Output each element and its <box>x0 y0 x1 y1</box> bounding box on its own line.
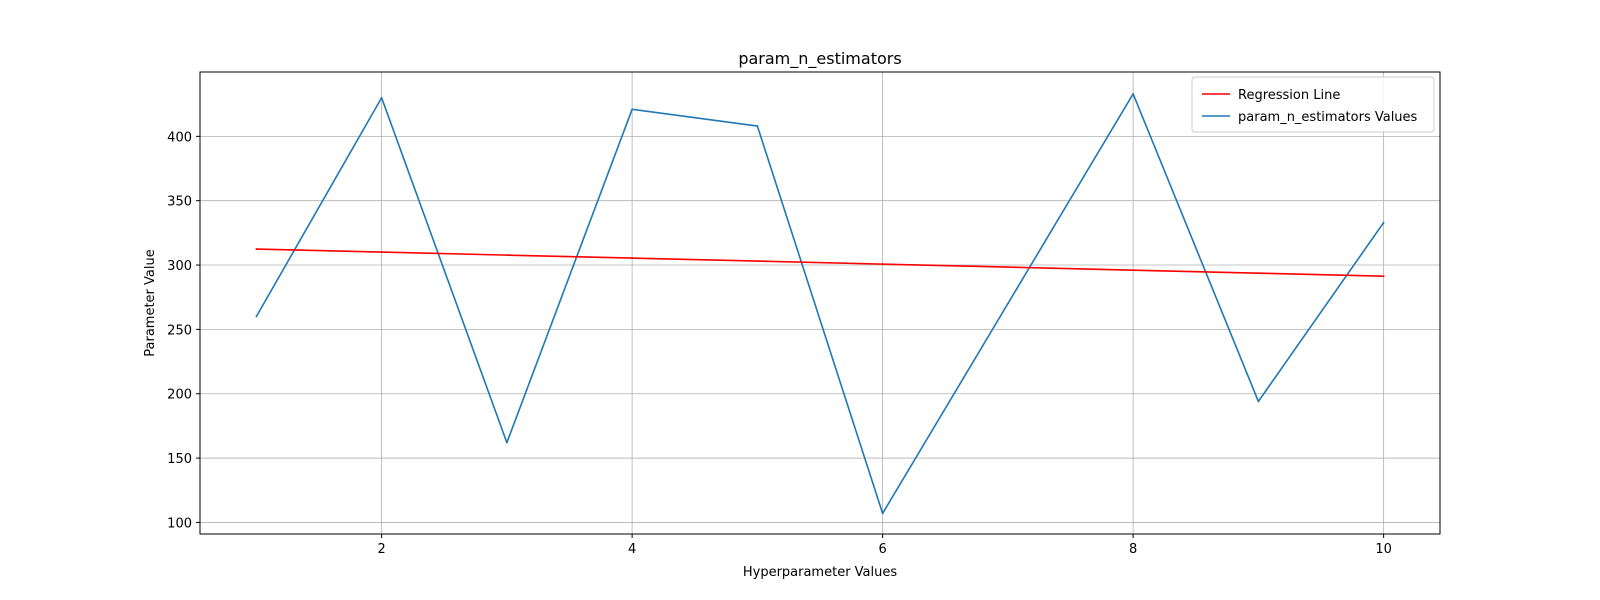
legend-label-param-n-estimators-values: param_n_estimators Values <box>1238 110 1418 125</box>
x-tick-label: 8 <box>1129 542 1137 557</box>
plot-frame <box>199 71 1441 535</box>
axis-ticks: 2 4 6 8 10 100 150 200 250 300 350 400 <box>167 130 1392 557</box>
grid <box>200 72 1440 534</box>
param-n-estimators-values-line <box>255 93 1385 515</box>
y-axis-label: Parameter Value <box>143 249 158 356</box>
regression-line-point <box>1257 272 1260 275</box>
param-n-estimators-values-point <box>1382 221 1385 224</box>
regression-line-point <box>380 251 383 253</box>
param-n-estimators-values-point <box>505 441 508 444</box>
y-tick-label: 250 <box>167 323 192 338</box>
y-tick-label: 350 <box>167 195 192 210</box>
legend-label-regression-line: Regression Line <box>1238 88 1340 103</box>
param-n-estimators-values-point <box>631 108 634 111</box>
param-n-estimators-values-point <box>1006 302 1009 305</box>
x-axis-label: Hyperparameter Values <box>743 565 898 580</box>
regression-line-point <box>756 260 759 262</box>
param-n-estimators-values-point <box>255 315 258 318</box>
param-n-estimators-values-point <box>1257 400 1260 403</box>
regression-line-point <box>1382 275 1385 278</box>
x-tick-label: 10 <box>1375 542 1392 557</box>
y-tick-label: 400 <box>167 130 192 145</box>
regression-line-point <box>1006 266 1009 268</box>
regression-line-line <box>256 248 1384 278</box>
regression-line-point <box>255 248 258 250</box>
param-n-estimators-values-point <box>756 125 759 127</box>
param-n-estimators-values-point <box>380 96 383 99</box>
y-tick-label: 300 <box>167 259 192 274</box>
regression-line-point <box>881 263 884 266</box>
param-n-estimators-values-point <box>881 512 884 515</box>
y-tick-label: 200 <box>167 388 192 403</box>
y-tick-label: 150 <box>167 452 192 467</box>
x-tick-label: 2 <box>377 542 385 557</box>
plot-series <box>255 92 1385 515</box>
chart-title: param_n_estimators <box>738 49 901 69</box>
x-tick-label: 4 <box>628 542 636 557</box>
y-tick-label: 100 <box>167 516 192 531</box>
regression-line-point <box>1132 269 1135 272</box>
regression-line-point <box>505 254 508 257</box>
legend-box <box>1191 76 1435 133</box>
legend: Regression Line param_n_estimators Values <box>1191 76 1435 133</box>
regression-line-point <box>631 257 634 259</box>
x-tick-label: 6 <box>878 542 886 557</box>
param-n-estimators-values-point <box>1132 92 1135 95</box>
